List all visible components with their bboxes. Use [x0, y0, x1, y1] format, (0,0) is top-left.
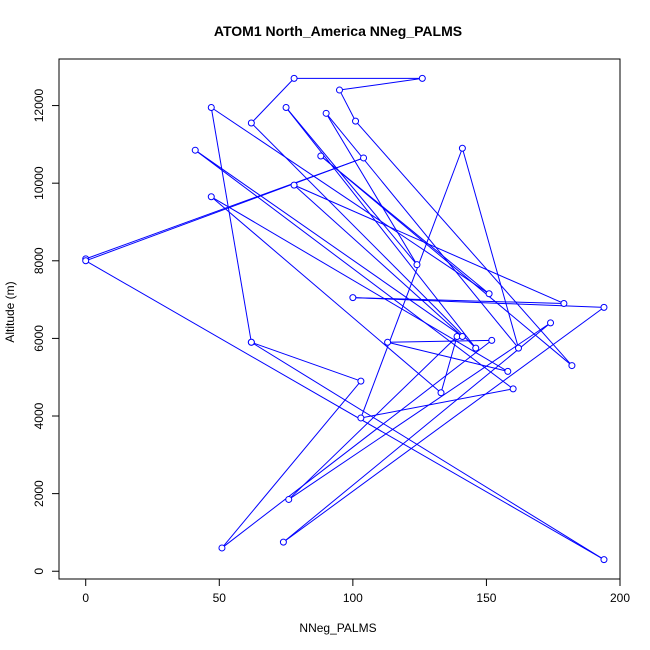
series-segment: [285, 107, 477, 349]
series-segment: [210, 107, 490, 295]
data-point: [82, 257, 90, 265]
series-segment: [85, 157, 364, 262]
series-segment: [339, 77, 423, 91]
y-tick-label: 0: [32, 568, 46, 575]
series-segment: [387, 339, 492, 343]
y-tick-label: 8000: [32, 247, 46, 274]
series-segment: [211, 196, 509, 372]
data-point: [600, 556, 608, 564]
series-segment: [320, 155, 573, 366]
x-axis-label: NNeg_PALMS: [299, 621, 376, 635]
data-point: [290, 181, 298, 189]
data-point: [472, 344, 480, 352]
series-segment: [352, 297, 564, 304]
series-segment: [283, 322, 551, 543]
chart-title: ATOM1 North_America NNeg_PALMS: [214, 23, 462, 39]
x-tick-label: 100: [343, 591, 363, 605]
data-point: [514, 344, 522, 352]
data-point: [282, 104, 290, 112]
data-point: [547, 319, 555, 327]
data-point: [336, 86, 343, 94]
y-tick-label: 2000: [32, 480, 46, 507]
series-segment: [194, 149, 463, 337]
data-point: [560, 299, 568, 307]
data-point: [247, 338, 255, 346]
series-points: [82, 74, 608, 564]
data-point: [349, 294, 357, 302]
series-segment: [325, 113, 519, 349]
x-tick-label: 150: [476, 591, 496, 605]
data-point: [247, 119, 255, 127]
series-segment: [210, 196, 442, 394]
series-segment: [221, 339, 493, 549]
data-point: [352, 117, 360, 125]
data-point: [458, 144, 466, 152]
data-point: [437, 389, 445, 397]
x-tick-label: 0: [82, 591, 89, 605]
series-segment: [440, 336, 458, 393]
data-point: [357, 414, 365, 422]
series-lines: [85, 77, 605, 561]
data-point: [413, 261, 421, 269]
y-tick-label: 10000: [32, 166, 46, 200]
series-segment: [283, 306, 605, 543]
data-point: [600, 303, 608, 311]
y-tick-label: 12000: [32, 89, 46, 123]
series-segment: [387, 341, 508, 372]
data-point: [285, 495, 293, 503]
data-point: [290, 74, 298, 82]
data-point: [357, 377, 365, 385]
series-segment: [288, 322, 551, 500]
series-segment: [85, 260, 605, 561]
x-tick-label: 50: [213, 591, 227, 605]
series-segment: [251, 341, 362, 382]
series-segment: [250, 78, 295, 124]
data-point: [360, 154, 368, 162]
data-point: [485, 290, 493, 298]
data-point: [384, 338, 392, 346]
data-point: [218, 544, 226, 552]
y-tick-label: 4000: [32, 402, 46, 429]
data-point: [509, 385, 517, 393]
series-segment: [320, 155, 490, 295]
series-segment: [288, 336, 458, 500]
data-point: [488, 336, 496, 344]
data-point: [207, 104, 215, 112]
data-point: [317, 152, 325, 160]
series-segment: [194, 149, 514, 390]
data-point: [191, 146, 199, 154]
series-segment: [221, 380, 362, 549]
series-segment: [339, 89, 356, 122]
series-segment: [293, 184, 463, 337]
series-segment: [325, 113, 418, 265]
series-segment: [210, 107, 252, 343]
series-segment: [251, 341, 605, 561]
x-axis: 0 50 100 150 200: [82, 578, 630, 605]
data-point: [322, 109, 330, 117]
series-segment: [250, 122, 477, 349]
y-axis-label: Altitude (m): [3, 281, 17, 342]
data-point: [504, 367, 512, 375]
series-segment: [461, 148, 519, 349]
x-tick-label: 200: [610, 591, 630, 605]
series-segment: [355, 120, 573, 366]
y-axis: 0 2000 4000 6000 8000 10000 12000: [32, 89, 60, 575]
data-point: [279, 538, 287, 546]
data-point: [568, 362, 576, 370]
y-tick-label: 6000: [32, 325, 46, 352]
series-segment: [360, 388, 514, 419]
series-segment: [285, 107, 418, 265]
data-point: [458, 332, 466, 340]
data-point: [207, 193, 215, 201]
data-point: [418, 74, 426, 82]
